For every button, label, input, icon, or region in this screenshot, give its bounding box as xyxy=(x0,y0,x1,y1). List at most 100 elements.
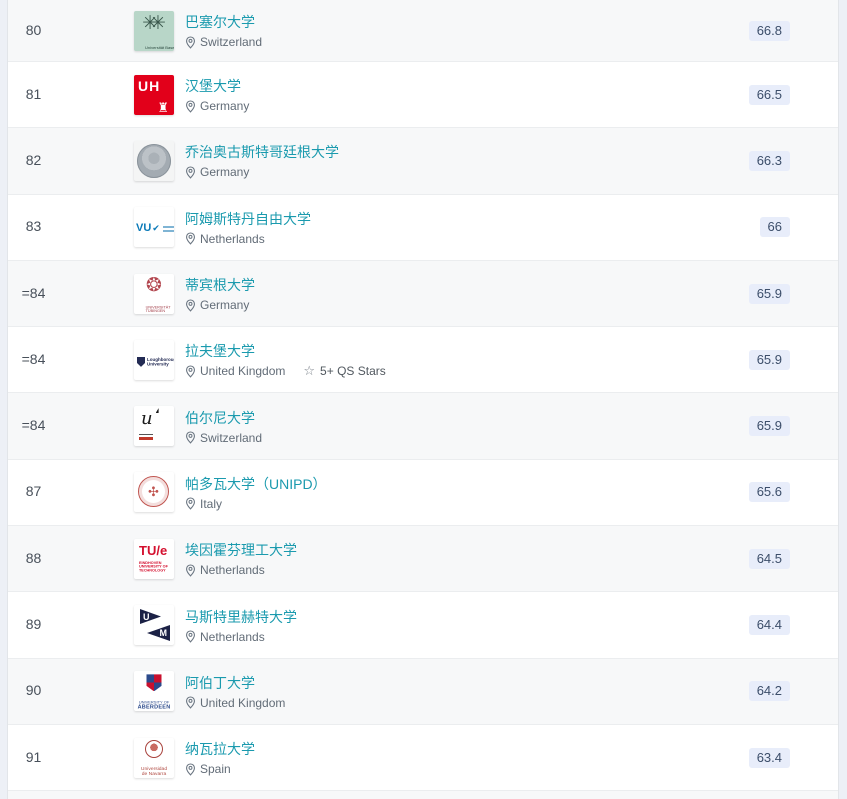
score-cell: 64.2 xyxy=(748,681,838,702)
country-label: Italy xyxy=(200,496,223,511)
university-name-link[interactable]: 阿伯丁大学 xyxy=(185,674,255,691)
padua-seal-icon: ✣ xyxy=(138,476,169,508)
score-badge: 66 xyxy=(759,217,790,238)
score-badge: 66.8 xyxy=(748,20,790,41)
university-logo[interactable]: VU ✔ xyxy=(134,207,174,248)
table-row-partial xyxy=(8,791,838,799)
meta-row: Netherlands xyxy=(185,232,760,246)
university-info: 巴塞尔大学 Switzerland xyxy=(185,12,749,49)
score-badge: 65.9 xyxy=(748,416,790,437)
bern-u-mark: u xyxy=(141,408,159,429)
country-label: Germany xyxy=(200,165,250,180)
rank-cell: =84 xyxy=(8,285,59,303)
rank-cell: 91 xyxy=(8,749,59,767)
country: Switzerland xyxy=(185,35,262,49)
university-info: 乔治奥古斯特哥廷根大学 Germany xyxy=(185,142,749,179)
country-label: Switzerland xyxy=(200,35,263,49)
country-label: Switzerland xyxy=(200,430,263,445)
university-logo[interactable] xyxy=(134,140,174,181)
um-triangle-u: U xyxy=(140,609,161,625)
university-info: 阿伯丁大学 United Kingdom xyxy=(185,673,749,710)
score-cell: 64.4 xyxy=(748,615,838,636)
logo-text: UH xyxy=(138,77,161,94)
rank-cell: 81 xyxy=(8,86,59,104)
meta-row: Switzerland xyxy=(185,35,749,49)
logo-caption xyxy=(139,434,153,441)
university-logo[interactable]: TU/e EINDHOVEN UNIVERSITY OF TECHNOLOGY xyxy=(134,538,174,579)
score-cell: 66.8 xyxy=(748,20,838,41)
rank-cell: 89 xyxy=(8,616,59,634)
university-logo[interactable]: ❂ UNIVERSITÄT TÜBINGEN xyxy=(134,273,174,314)
table-row: 81 UH ♜ 汉堡大学 Germany 66.5 xyxy=(8,62,838,129)
location-pin-icon xyxy=(186,365,195,378)
university-name-link[interactable]: 帕多瓦大学（UNIPD） xyxy=(185,475,327,492)
navarra-seal-icon xyxy=(145,739,163,758)
location-pin-icon xyxy=(186,166,195,179)
country-label: Spain xyxy=(200,762,231,777)
university-name-link[interactable]: 埃因霍芬理工大学 xyxy=(185,542,297,559)
university-name-link[interactable]: 乔治奥古斯特哥廷根大学 xyxy=(185,144,339,161)
table-row: =84 ❂ UNIVERSITÄT TÜBINGEN 蒂宾根大学 Germany 6… xyxy=(8,260,838,328)
university-name-link[interactable]: 蒂宾根大学 xyxy=(185,277,255,294)
university-logo[interactable]: ✳✳ Universität Basel xyxy=(134,10,174,51)
location-pin-icon xyxy=(186,100,195,113)
rank-label: 81 xyxy=(25,85,42,102)
score-cell: 65.9 xyxy=(748,283,838,304)
um-triangle-m: M xyxy=(147,625,170,642)
rank-cell: 82 xyxy=(8,152,59,170)
rank-cell: 83 xyxy=(8,218,59,236)
university-info: 伯尔尼大学 Switzerland xyxy=(185,408,749,445)
university-logo[interactable]: LoughboroughUniversity xyxy=(134,339,174,380)
logo-caption-lines xyxy=(162,225,174,232)
meta-row: United Kingdom ☆ 5+ QS Stars xyxy=(185,364,749,378)
logo-caption: Universidad de Navarra xyxy=(140,765,168,776)
score-cell: 63.4 xyxy=(748,747,838,768)
score-badge: 66.5 xyxy=(748,84,790,105)
university-name-link[interactable]: 纳瓦拉大学 xyxy=(185,741,255,758)
university-name-link[interactable]: 马斯特里赫特大学 xyxy=(185,608,297,625)
scrollbar-track[interactable] xyxy=(839,0,847,799)
logo-caption: Universität Basel xyxy=(145,45,174,50)
university-logo[interactable]: Universidad de Navarra xyxy=(134,737,174,778)
university-logo[interactable]: UH ♜ xyxy=(134,74,174,115)
location-pin-icon xyxy=(186,298,195,312)
table-row: =84 u 伯尔尼大学 Switzerland 65.9 xyxy=(8,393,838,460)
rank-label: 88 xyxy=(25,549,42,566)
university-logo[interactable]: UNIVERSITY OF ABERDEEN xyxy=(134,671,174,712)
university-logo[interactable]: u xyxy=(134,406,174,447)
location-pin-icon xyxy=(186,431,195,444)
score-cell: 66.3 xyxy=(748,150,838,171)
university-name-link[interactable]: 阿姆斯特丹自由大学 xyxy=(185,210,311,227)
star-icon: ☆ xyxy=(303,363,316,379)
meta-row: United Kingdom xyxy=(185,696,749,710)
goettingen-seal-icon xyxy=(137,143,171,178)
score-badge: 65.6 xyxy=(748,482,790,503)
table-row: 87 ✣ 帕多瓦大学（UNIPD） Italy 65.6 xyxy=(8,459,838,527)
university-info: 埃因霍芬理工大学 Netherlands xyxy=(185,540,749,577)
rank-label: 87 xyxy=(25,483,42,500)
logo-caption: UNIVERSITÄT TÜBINGEN xyxy=(145,304,171,313)
country: Netherlands xyxy=(185,232,265,246)
rank-cell: =84 xyxy=(8,351,59,369)
loughborough-logo-mark: LoughboroughUniversity xyxy=(137,353,174,371)
meta-row: Spain xyxy=(185,762,749,776)
table-row: 80 ✳✳ Universität Basel 巴塞尔大学 Switzerland… xyxy=(8,0,838,62)
university-logo[interactable]: ✣ xyxy=(134,472,174,513)
ranking-table: 80 ✳✳ Universität Basel 巴塞尔大学 Switzerland… xyxy=(7,0,839,799)
location-pin-icon xyxy=(186,564,195,577)
university-info: 蒂宾根大学 Germany xyxy=(185,275,749,312)
score-cell: 66.5 xyxy=(748,84,838,105)
rank-cell: =84 xyxy=(8,417,59,435)
university-name-link[interactable]: 伯尔尼大学 xyxy=(185,409,255,426)
rank-label: 83 xyxy=(25,218,42,235)
rank-label: 89 xyxy=(25,616,42,633)
university-info: 马斯特里赫特大学 Netherlands xyxy=(185,607,749,644)
university-name-link[interactable]: 巴塞尔大学 xyxy=(185,14,255,30)
location-pin-icon xyxy=(186,763,195,776)
location-pin-icon xyxy=(186,232,195,245)
university-name-link[interactable]: 汉堡大学 xyxy=(185,78,241,95)
meta-row: Netherlands xyxy=(185,563,749,577)
university-name-link[interactable]: 拉夫堡大学 xyxy=(185,343,255,360)
